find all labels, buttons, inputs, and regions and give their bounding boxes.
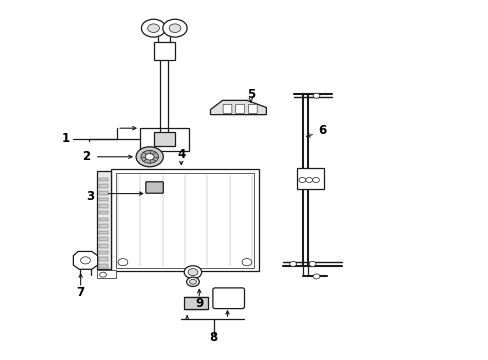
Bar (99, 244, 108, 248)
Bar (99, 198, 108, 201)
Circle shape (141, 19, 165, 37)
Bar (99, 224, 108, 228)
Polygon shape (73, 251, 98, 269)
Bar (140, 128, 188, 152)
FancyBboxPatch shape (235, 104, 244, 113)
Circle shape (163, 19, 187, 37)
Text: 1: 1 (61, 132, 69, 145)
Circle shape (312, 93, 319, 98)
Circle shape (289, 261, 296, 266)
Bar (99, 211, 108, 215)
FancyBboxPatch shape (223, 104, 231, 113)
FancyBboxPatch shape (145, 182, 163, 193)
Text: 3: 3 (86, 190, 94, 203)
Circle shape (188, 269, 198, 276)
Circle shape (141, 150, 158, 163)
Text: 9: 9 (195, 297, 203, 310)
Bar (99, 204, 108, 208)
Bar (99, 184, 108, 188)
Circle shape (145, 154, 154, 160)
Bar (97, 171, 111, 269)
Circle shape (147, 24, 159, 32)
FancyBboxPatch shape (212, 288, 244, 309)
Bar (153, 132, 175, 146)
Bar (99, 191, 108, 194)
Polygon shape (210, 100, 266, 114)
Text: 2: 2 (82, 150, 90, 163)
Circle shape (100, 272, 106, 277)
Bar (99, 257, 108, 261)
Text: 7: 7 (77, 286, 84, 299)
Text: 4: 4 (177, 148, 185, 162)
Text: 8: 8 (209, 332, 218, 345)
Circle shape (312, 177, 319, 183)
Circle shape (184, 266, 201, 279)
FancyBboxPatch shape (248, 104, 257, 113)
Circle shape (312, 274, 319, 279)
Bar (97, 270, 116, 278)
Bar (111, 169, 259, 271)
Bar (153, 42, 175, 60)
Circle shape (189, 279, 196, 284)
Bar (99, 178, 108, 181)
Bar (99, 264, 108, 267)
Bar (183, 297, 207, 309)
Circle shape (118, 258, 127, 266)
Bar (99, 231, 108, 234)
Text: 5: 5 (246, 88, 254, 101)
Circle shape (308, 261, 315, 266)
Bar (116, 173, 254, 267)
Bar (99, 237, 108, 241)
Circle shape (298, 177, 305, 183)
Bar (296, 168, 323, 189)
Bar (99, 251, 108, 254)
Circle shape (136, 147, 163, 167)
Text: 6: 6 (318, 124, 326, 137)
Circle shape (186, 277, 199, 287)
Circle shape (81, 257, 90, 264)
Bar (99, 217, 108, 221)
Circle shape (169, 24, 181, 32)
Circle shape (242, 258, 251, 266)
Circle shape (305, 177, 312, 183)
